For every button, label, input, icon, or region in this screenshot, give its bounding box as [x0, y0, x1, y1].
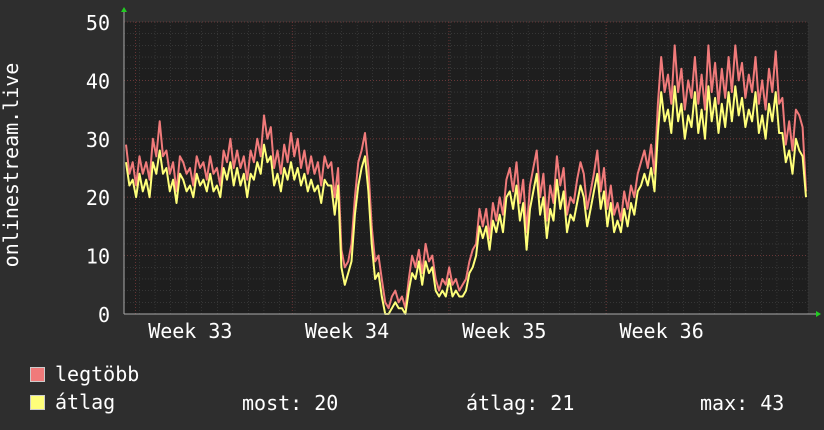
stat-atlag: átlag: 21 [466, 391, 575, 415]
x-tick-label: Week 35 [462, 319, 546, 343]
x-tick-label: Week 36 [619, 319, 703, 343]
stat-max: max: 43 [700, 391, 785, 415]
series-line-legtobb [125, 44, 807, 310]
series-line-atlag [125, 85, 807, 315]
legend-swatch-avg [30, 394, 45, 410]
grid [123, 21, 809, 315]
y-tick-label: 20 [86, 186, 110, 210]
y-tick-label: 10 [86, 245, 110, 269]
legend-swatch-max [30, 366, 45, 382]
x-tick-label: Week 33 [148, 319, 232, 343]
x-tick-label: Week 34 [305, 319, 389, 343]
y-axis-label: onlinestream.live [0, 63, 23, 268]
y-tick-label: 30 [86, 128, 110, 152]
y-tick-label: 50 [86, 11, 110, 35]
plot-area [124, 22, 808, 314]
series-layer [125, 44, 807, 315]
y-tick-label: 40 [86, 69, 110, 93]
legend-label-avg: átlag [55, 390, 116, 414]
y-axis-arrow [121, 7, 127, 12]
x-axis-arrow [816, 311, 821, 317]
axes: 0 10 20 30 40 50 Week 33 Week 34 Week 35 Week 36 [86, 7, 821, 343]
stat-most: most: 20 [242, 391, 339, 415]
legend-label-max: legtöbb [55, 362, 140, 386]
legend-item-max: legtöbb [30, 362, 140, 386]
legend-item-avg: átlag [30, 390, 116, 414]
y-tick-label: 0 [98, 303, 110, 327]
